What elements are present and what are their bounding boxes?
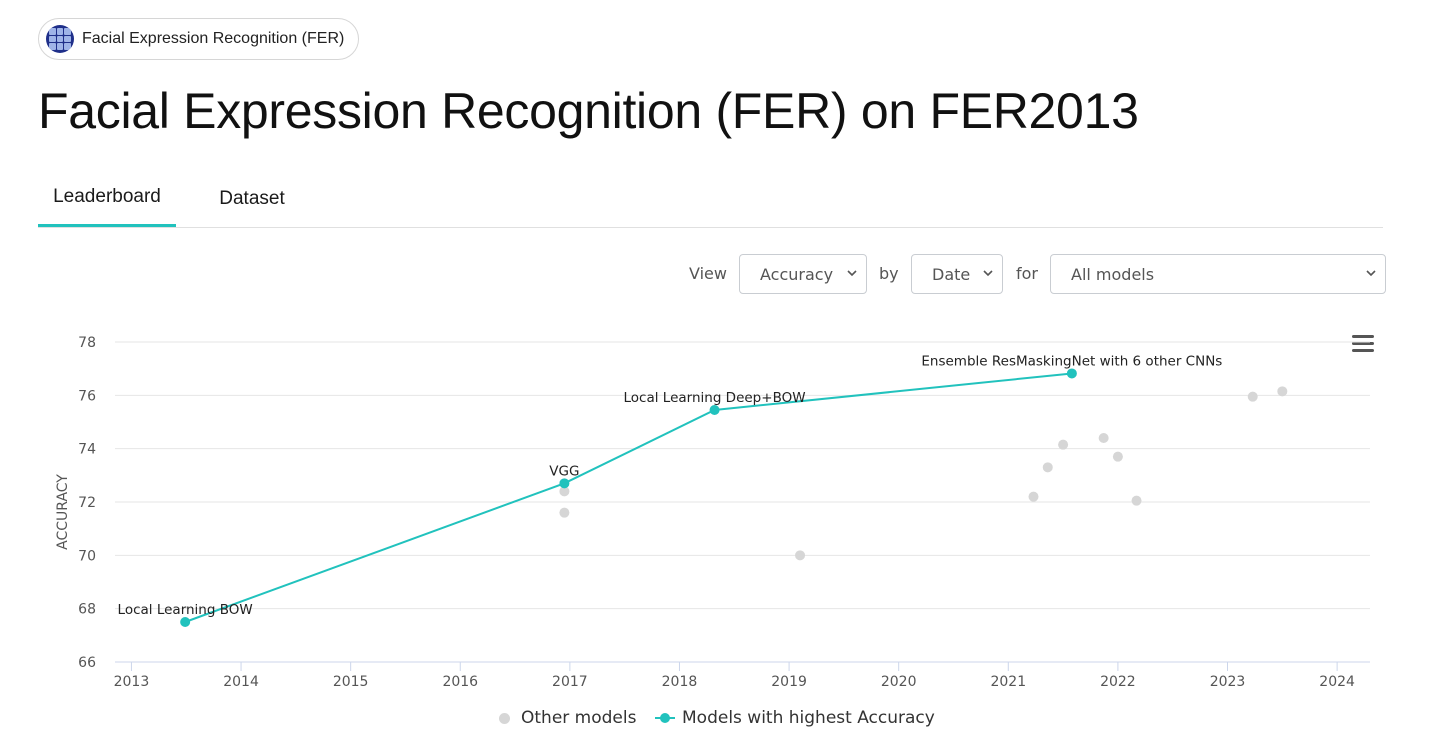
for-label: for bbox=[1016, 264, 1038, 283]
best-model-label: Ensemble ResMaskingNet with 6 other CNNs bbox=[921, 353, 1222, 369]
y-tick-label: 78 bbox=[78, 335, 96, 351]
dataset-thumbnail-icon bbox=[46, 25, 74, 53]
view-select-value: Accuracy bbox=[760, 264, 834, 284]
other-model-point bbox=[795, 550, 806, 561]
tab-dataset[interactable]: Dataset bbox=[219, 187, 285, 209]
for-select-value: All models bbox=[1071, 264, 1155, 284]
best-model-label: VGG bbox=[549, 463, 579, 479]
other-model-point bbox=[1042, 462, 1053, 473]
chart-controls: View Accuracy by Date for All models bbox=[0, 254, 1456, 294]
best-model-label: Local Learning Deep+BOW bbox=[624, 390, 806, 406]
best-models-line bbox=[184, 372, 1072, 623]
other-model-point bbox=[1277, 386, 1288, 397]
best-model-point bbox=[709, 405, 720, 415]
x-tick-label: 2014 bbox=[223, 674, 259, 690]
chevron-down-icon bbox=[847, 270, 857, 277]
other-model-point bbox=[559, 507, 570, 518]
dataset-chip-label: Facial Expression Recognition (FER) bbox=[82, 30, 345, 47]
best-model-point bbox=[1066, 368, 1077, 379]
other-model-point bbox=[559, 486, 570, 497]
other-model-point bbox=[1112, 451, 1123, 462]
legend-marker-highest-accuracy bbox=[655, 713, 675, 723]
chart-menu-icon[interactable] bbox=[1352, 335, 1374, 353]
chart-legend: Other models Models with highest Accurac… bbox=[0, 708, 1456, 734]
x-tick-label: 2013 bbox=[114, 674, 150, 690]
other-model-point bbox=[1098, 433, 1109, 443]
y-tick-label: 74 bbox=[78, 442, 96, 458]
best-model-point bbox=[559, 478, 570, 489]
by-label: by bbox=[879, 264, 899, 283]
y-tick-label: 72 bbox=[78, 495, 96, 511]
chevron-down-icon bbox=[1366, 270, 1376, 277]
best-model-point bbox=[180, 617, 191, 627]
tab-bar: Leaderboard Dataset bbox=[38, 170, 1383, 228]
x-tick-label: 2016 bbox=[442, 674, 478, 690]
by-select[interactable]: Date bbox=[911, 254, 1003, 294]
y-tick-label: 68 bbox=[78, 602, 96, 618]
best-model-label: Local Learning BOW bbox=[118, 602, 253, 618]
x-tick-label: 2023 bbox=[1210, 674, 1246, 690]
legend-marker-other-models bbox=[499, 712, 510, 724]
tab-leaderboard[interactable]: Leaderboard bbox=[38, 170, 176, 227]
y-axis-title: ACCURACY bbox=[55, 474, 71, 550]
other-model-point bbox=[1058, 439, 1069, 450]
by-select-value: Date bbox=[932, 264, 971, 284]
page-title: Facial Expression Recognition (FER) on F… bbox=[38, 83, 1139, 139]
other-model-point bbox=[1247, 391, 1258, 402]
other-model-point bbox=[1131, 495, 1142, 506]
x-tick-label: 2019 bbox=[771, 674, 807, 690]
x-tick-label: 2020 bbox=[881, 674, 917, 690]
other-model-point bbox=[1028, 491, 1039, 502]
y-tick-label: 66 bbox=[78, 655, 96, 671]
dataset-chip[interactable]: Facial Expression Recognition (FER) bbox=[38, 18, 360, 60]
x-tick-label: 2021 bbox=[990, 674, 1026, 690]
legend-label-other-models: Other models bbox=[521, 708, 637, 728]
chevron-down-icon bbox=[983, 270, 993, 277]
x-tick-label: 2022 bbox=[1100, 674, 1136, 690]
y-tick-label: 70 bbox=[78, 548, 96, 564]
view-select[interactable]: Accuracy bbox=[739, 254, 867, 294]
sota-chart: 66 68 70 72 74 76 78 2013 2014 2015 2016 2017 2018 20… bbox=[55, 335, 1370, 690]
x-tick-label: 2018 bbox=[662, 674, 698, 690]
legend-item-highest-accuracy[interactable]: Models with highest Accuracy bbox=[655, 708, 935, 728]
view-label: View bbox=[689, 264, 727, 283]
x-tick-label: 2024 bbox=[1319, 674, 1355, 690]
y-tick-label: 76 bbox=[78, 388, 96, 404]
x-tick-label: 2015 bbox=[333, 674, 369, 690]
x-tick-label: 2017 bbox=[552, 674, 588, 690]
for-select[interactable]: All models bbox=[1050, 254, 1386, 294]
legend-label-highest-accuracy: Models with highest Accuracy bbox=[682, 708, 935, 728]
legend-item-other-models[interactable]: Other models bbox=[499, 708, 636, 728]
